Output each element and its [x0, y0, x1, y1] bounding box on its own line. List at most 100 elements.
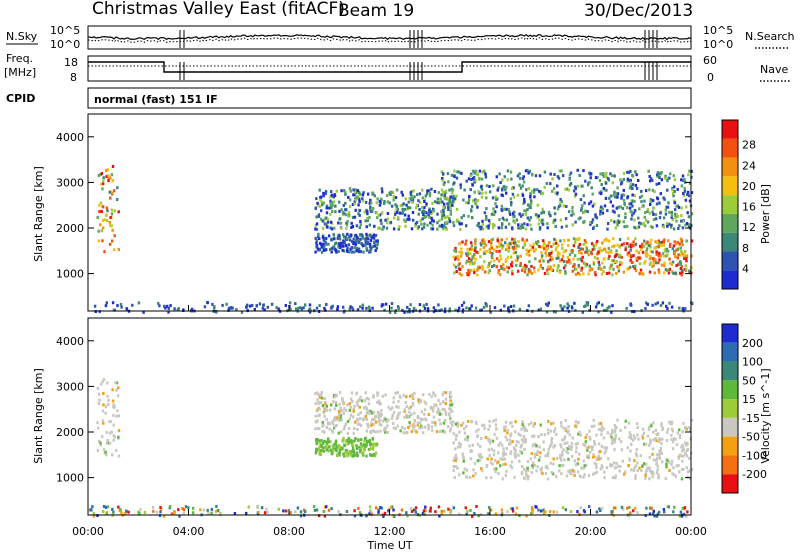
- heatmap-cell: [514, 241, 517, 245]
- heatmap-cell: [97, 174, 101, 177]
- heatmap-cell: [548, 510, 552, 513]
- heatmap-cell: [247, 505, 250, 509]
- heatmap-cell: [459, 443, 462, 446]
- heatmap-cell: [488, 454, 491, 458]
- heatmap-cell: [587, 445, 591, 449]
- heatmap-cell: [326, 218, 330, 222]
- heatmap-cell: [669, 172, 672, 176]
- heatmap-cell: [685, 449, 689, 453]
- heatmap-cell: [103, 250, 106, 254]
- heatmap-cell: [616, 223, 619, 227]
- velocity-colorbar-label: Velocity [m s^-1]: [759, 368, 772, 463]
- heatmap-cell: [489, 441, 492, 445]
- freq-left-label-1: Freq.: [6, 52, 33, 65]
- heatmap-cell: [343, 189, 346, 193]
- heatmap-cell: [377, 420, 380, 424]
- heatmap-cell: [461, 310, 464, 314]
- heatmap-cell: [666, 307, 669, 311]
- heatmap-cell: [230, 306, 233, 310]
- heatmap-cell: [537, 268, 540, 272]
- heatmap-cell: [442, 391, 446, 395]
- heatmap-cell: [546, 454, 550, 458]
- heatmap-cell: [448, 200, 451, 204]
- heatmap-cell: [611, 304, 614, 308]
- heatmap-cell: [449, 391, 452, 394]
- heatmap-cell: [449, 395, 453, 399]
- heatmap-cell: [473, 512, 476, 516]
- heatmap-cell: [690, 239, 694, 243]
- heatmap-cell: [485, 184, 489, 188]
- heatmap-cell: [570, 213, 573, 217]
- heatmap-cell: [637, 437, 640, 441]
- heatmap-cell: [530, 248, 533, 252]
- heatmap-cell: [438, 514, 441, 518]
- heatmap-cell: [630, 303, 633, 307]
- heatmap-cell: [475, 420, 478, 424]
- heatmap-cell: [492, 184, 495, 188]
- heatmap-cell: [577, 457, 580, 461]
- heatmap-cell: [658, 176, 661, 180]
- heatmap-cell: [531, 434, 534, 438]
- heatmap-cell: [448, 429, 452, 433]
- y-tick-label: 2000: [56, 222, 84, 235]
- heatmap-cell: [485, 225, 488, 229]
- heatmap-cell: [610, 310, 613, 314]
- heatmap-cell: [478, 225, 481, 229]
- heatmap-cell: [333, 237, 336, 241]
- heatmap-cell: [527, 475, 530, 479]
- heatmap-cell: [503, 429, 506, 433]
- heatmap-cell: [406, 305, 409, 309]
- heatmap-cell: [571, 306, 574, 310]
- heatmap-cell: [404, 197, 407, 201]
- heatmap-cell: [328, 445, 331, 449]
- heatmap-cell: [355, 191, 358, 195]
- heatmap-cell: [413, 411, 416, 415]
- heatmap-cell: [322, 510, 325, 513]
- heatmap-cell: [542, 244, 545, 248]
- heatmap-cell: [561, 243, 564, 247]
- sky-noise-trace: [87, 30, 692, 48]
- heatmap-cell: [652, 206, 656, 210]
- heatmap-cell: [356, 248, 359, 252]
- heatmap-cell: [681, 174, 685, 178]
- heatmap-cell: [546, 272, 550, 276]
- heatmap-cell: [391, 414, 394, 417]
- heatmap-cell: [633, 310, 636, 314]
- heatmap-cell: [606, 209, 609, 212]
- heatmap-cell: [648, 455, 651, 459]
- heatmap-cell: [681, 226, 685, 230]
- heatmap-cell: [643, 261, 646, 265]
- heatmap-cell: [668, 245, 672, 248]
- heatmap-cell: [589, 221, 592, 225]
- heatmap-cell: [469, 476, 472, 480]
- heatmap-cell: [377, 213, 380, 217]
- heatmap-cell: [429, 406, 433, 410]
- heatmap-cell: [452, 420, 455, 424]
- heatmap-cell: [488, 261, 491, 265]
- heatmap-cell: [652, 472, 655, 476]
- heatmap-cell: [505, 247, 509, 251]
- heatmap-cell: [403, 218, 406, 222]
- heatmap-cell: [661, 437, 664, 441]
- heatmap-cell: [546, 304, 549, 307]
- heatmap-cell: [675, 264, 678, 268]
- heatmap-cell: [428, 210, 431, 214]
- colorbar-swatch: [722, 195, 738, 214]
- heatmap-cell: [445, 227, 448, 231]
- heatmap-cell: [383, 511, 387, 515]
- heatmap-cell: [318, 395, 321, 399]
- heatmap-cell: [582, 475, 585, 479]
- heatmap-cell: [497, 443, 500, 447]
- heatmap-cell: [449, 399, 452, 403]
- heatmap-cell: [494, 210, 497, 214]
- heatmap-cell: [206, 508, 209, 512]
- heatmap-cell: [509, 434, 512, 438]
- heatmap-cell: [395, 207, 398, 211]
- heatmap-cell: [380, 211, 384, 215]
- heatmap-cell: [514, 258, 518, 262]
- heatmap-cell: [112, 308, 116, 312]
- heatmap-cell: [263, 308, 266, 312]
- heatmap-cell: [321, 404, 325, 408]
- heatmap-cell: [545, 254, 548, 258]
